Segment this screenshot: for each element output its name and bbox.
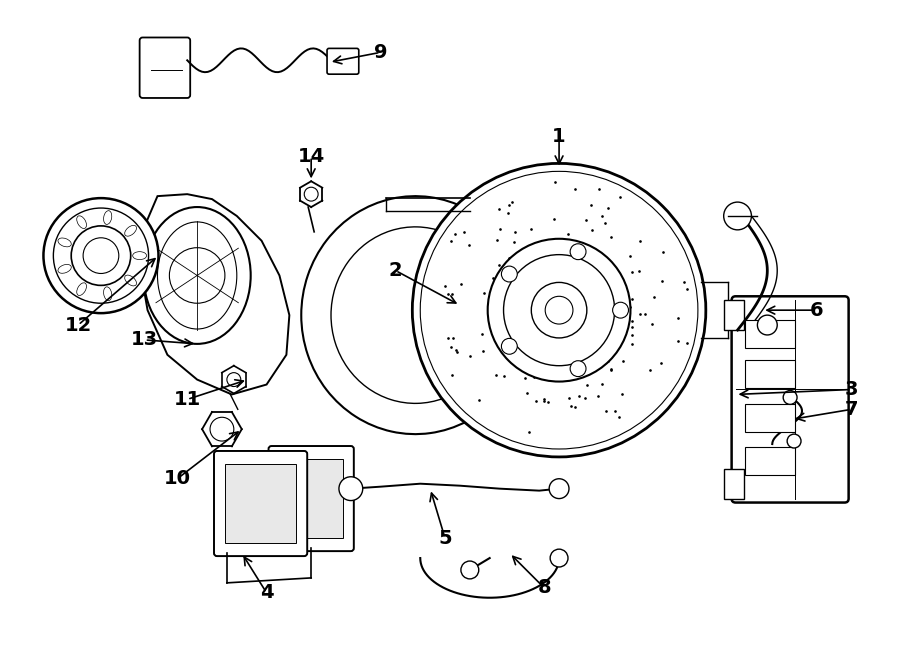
FancyBboxPatch shape [214, 451, 307, 556]
Text: 3: 3 [845, 380, 859, 399]
Circle shape [549, 479, 569, 498]
Circle shape [570, 361, 586, 377]
Circle shape [71, 226, 130, 286]
Text: 14: 14 [298, 147, 325, 166]
Ellipse shape [104, 211, 112, 225]
Text: 11: 11 [174, 390, 201, 409]
Text: 12: 12 [65, 315, 92, 334]
Circle shape [550, 549, 568, 567]
Ellipse shape [58, 264, 71, 273]
Circle shape [461, 561, 479, 579]
Circle shape [412, 163, 706, 457]
Text: 7: 7 [845, 400, 859, 419]
Bar [745, 360, 795, 387]
Bar [745, 320, 795, 348]
Ellipse shape [125, 275, 137, 286]
Bar [745, 447, 795, 475]
Bar [724, 469, 743, 498]
Circle shape [43, 198, 158, 313]
FancyBboxPatch shape [327, 48, 359, 74]
Circle shape [53, 208, 148, 303]
Ellipse shape [76, 283, 86, 295]
Circle shape [783, 391, 797, 405]
Polygon shape [140, 194, 290, 395]
Circle shape [83, 238, 119, 274]
Text: 1: 1 [553, 127, 566, 146]
Text: 4: 4 [260, 583, 274, 602]
Text: 10: 10 [164, 469, 191, 488]
Text: 6: 6 [810, 301, 824, 320]
Circle shape [788, 434, 801, 448]
Text: 5: 5 [438, 529, 452, 548]
Ellipse shape [132, 252, 147, 260]
Circle shape [613, 302, 628, 318]
Circle shape [570, 244, 586, 260]
Bar [225, 464, 296, 543]
Ellipse shape [125, 225, 137, 236]
FancyBboxPatch shape [732, 296, 849, 502]
Circle shape [210, 417, 234, 441]
Bar [279, 459, 343, 538]
Ellipse shape [144, 207, 251, 344]
Circle shape [339, 477, 363, 500]
Ellipse shape [76, 215, 86, 229]
Circle shape [501, 338, 518, 354]
FancyBboxPatch shape [140, 38, 190, 98]
Text: 9: 9 [374, 43, 387, 62]
Ellipse shape [158, 222, 237, 329]
Bar [724, 300, 743, 330]
Circle shape [501, 266, 518, 282]
Circle shape [758, 315, 778, 335]
Circle shape [531, 282, 587, 338]
Circle shape [545, 296, 573, 324]
FancyBboxPatch shape [268, 446, 354, 551]
Circle shape [724, 202, 752, 230]
Circle shape [420, 171, 698, 449]
Circle shape [503, 254, 615, 366]
Circle shape [169, 248, 225, 303]
Ellipse shape [58, 238, 71, 247]
Text: 2: 2 [389, 261, 402, 280]
Ellipse shape [104, 287, 112, 301]
Text: 8: 8 [537, 578, 551, 598]
Text: 13: 13 [131, 330, 158, 350]
Bar [745, 405, 795, 432]
Circle shape [304, 187, 318, 201]
Circle shape [488, 239, 631, 381]
Circle shape [227, 373, 241, 387]
